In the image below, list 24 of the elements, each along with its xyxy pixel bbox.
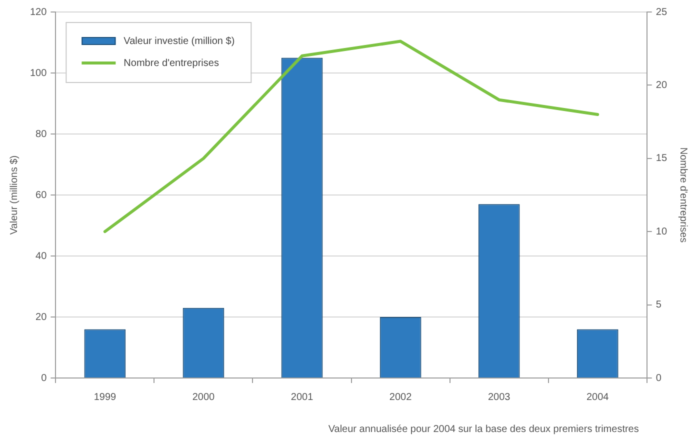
y-tick-label: 0 — [41, 372, 48, 384]
y-tick-label: 40 — [36, 250, 48, 262]
y2-tick-label: 5 — [656, 300, 662, 311]
y2-tick-label: 10 — [656, 226, 668, 238]
y-tick-label: 100 — [30, 68, 48, 79]
y-tick-label: 80 — [36, 128, 48, 140]
y2-axis-title: Nombre d'entreprises — [677, 147, 688, 243]
text: Valeur annualisée pour 2004 sur la base des deux premiers trimestres — [328, 424, 639, 435]
y2-tick-label: 0 — [656, 372, 662, 384]
y2-tick-label: 25 — [656, 6, 668, 18]
y2-tick-label: 15 — [656, 153, 668, 164]
legend-label: Valeur investie (million $) — [124, 36, 235, 47]
x-tick-label: 2000 — [192, 392, 216, 403]
y2-tick-label: 20 — [656, 80, 668, 91]
x-tick-label: 1999 — [94, 392, 117, 403]
x-tick-label: 2001 — [290, 392, 314, 403]
y-tick-label: 20 — [36, 312, 48, 323]
x-tick-label: 2002 — [389, 392, 412, 403]
legend-label: Nombre d'entreprises — [124, 58, 219, 69]
x-tick-label: 2003 — [488, 392, 511, 403]
y-tick-label: 120 — [30, 6, 48, 18]
y-axis-title: Valeur (millions $) — [8, 155, 20, 235]
y-tick-label: 60 — [36, 190, 48, 201]
x-tick-label: 2004 — [586, 392, 610, 403]
